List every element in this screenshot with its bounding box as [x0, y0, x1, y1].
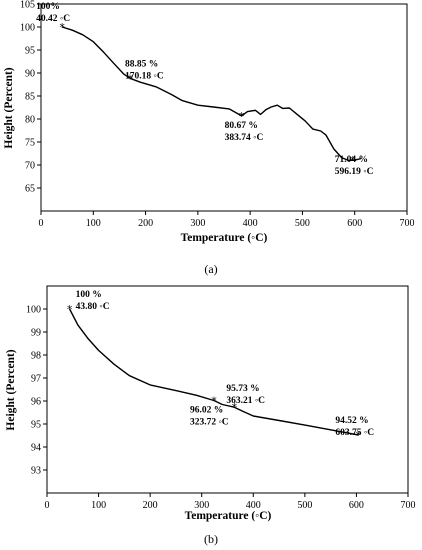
- point-annotation-temp-a: 383.74 ◦C: [225, 133, 264, 143]
- y-tick-label-b: 98: [31, 351, 41, 362]
- point-annotation-value-a: 80.67 %: [225, 121, 258, 131]
- y-tick-label-a: 100: [20, 23, 35, 34]
- x-tick-label-b: 400: [246, 500, 261, 511]
- y-tick-label-b: 97: [31, 374, 41, 385]
- point-annotation-value-a: 71.04 %: [335, 155, 368, 165]
- point-annotation-value-a: 88.85 %: [125, 59, 158, 69]
- y-tick-label-a: 80: [25, 115, 35, 126]
- point-annotation-value-b: 100 %: [76, 290, 102, 300]
- data-point-marker-a: *: [239, 110, 245, 123]
- y-tick-label-a: 90: [25, 69, 35, 80]
- y-tick-label-a: 75: [25, 138, 35, 149]
- x-axis-title-b: Temperature (◦C): [185, 510, 272, 522]
- point-annotation-temp-a: 40.42 ◦C: [36, 14, 70, 24]
- data-point-marker-a: *: [59, 21, 65, 34]
- x-tick-label-b: 200: [143, 500, 158, 511]
- y-tick-label-a: 70: [25, 161, 35, 172]
- point-annotation-value-b: 96.02 %: [190, 406, 223, 416]
- chart-panel-b: Temperature (◦C) Height (Percent) (b) 0 1…: [5, 285, 416, 546]
- data-point-marker-a: *: [350, 154, 356, 167]
- y-tick-label-a: 105: [20, 0, 35, 11]
- x-tick-label-a: 0: [39, 218, 44, 229]
- y-tick-label-a: 85: [25, 92, 35, 103]
- x-tick-label-b: 500: [297, 500, 312, 511]
- point-annotation-value-a: 100%: [36, 2, 60, 12]
- x-tick-label-a: 300: [190, 218, 205, 229]
- point-annotation-temp-b: 603.75 ◦C: [335, 428, 374, 438]
- point-annotation-temp-b: 43.80 ◦C: [76, 302, 110, 312]
- x-tick-label-a: 400: [243, 218, 258, 229]
- y-tick-label-b: 93: [31, 466, 41, 477]
- x-tick-label-a: 100: [86, 218, 101, 229]
- caption-b: (b): [204, 532, 218, 546]
- y-axis-title-b: Height (Percent): [5, 349, 17, 430]
- x-tick-label-a: 600: [347, 218, 362, 229]
- y-tick-label-b: 100: [26, 305, 41, 316]
- y-tick-label-b: 94: [31, 443, 41, 454]
- point-annotation-temp-a: 596.19 ◦C: [335, 167, 374, 177]
- series-line-a: [61, 26, 362, 162]
- caption-a: (a): [204, 262, 217, 276]
- plot-frame-a: [40, 3, 408, 212]
- x-tick-label-b: 300: [194, 500, 209, 511]
- x-tick-label-a: 200: [138, 218, 153, 229]
- chart-panel-a: Temperature (◦C) Height (Percent) (a) 0 1…: [3, 0, 415, 276]
- x-tick-label-a: 500: [295, 218, 310, 229]
- point-annotation-value-b: 95.73 %: [226, 384, 259, 394]
- y-tick-label-b: 99: [31, 328, 41, 339]
- x-tick-label-b: 600: [349, 500, 364, 511]
- data-point-marker-b: *: [356, 429, 362, 442]
- x-tick-label-b: 100: [91, 500, 106, 511]
- x-tick-label-b: 700: [401, 500, 416, 511]
- plot-frame-b: [46, 285, 409, 494]
- x-axis-title-a: Temperature (◦C): [181, 232, 268, 244]
- data-point-marker-b: *: [232, 401, 238, 414]
- x-tick-label-b: 0: [45, 500, 50, 511]
- point-annotation-temp-b: 363.21 ◦C: [226, 396, 265, 406]
- data-point-marker-a: *: [127, 72, 133, 85]
- series-line-b: [68, 308, 359, 436]
- y-tick-label-b: 96: [31, 397, 41, 408]
- point-annotation-value-b: 94.52 %: [335, 416, 368, 426]
- point-annotation-temp-a: 170.18 ◦C: [125, 71, 164, 81]
- x-tick-label-a: 700: [400, 218, 415, 229]
- y-tick-label-a: 65: [25, 184, 35, 195]
- point-annotation-temp-b: 323.72 ◦C: [190, 418, 229, 428]
- data-point-marker-b: *: [211, 395, 217, 408]
- y-tick-label-a: 95: [25, 46, 35, 57]
- y-tick-label-b: 95: [31, 420, 41, 431]
- y-axis-title-a: Height (Percent): [3, 67, 15, 148]
- data-point-marker-b: *: [67, 303, 73, 316]
